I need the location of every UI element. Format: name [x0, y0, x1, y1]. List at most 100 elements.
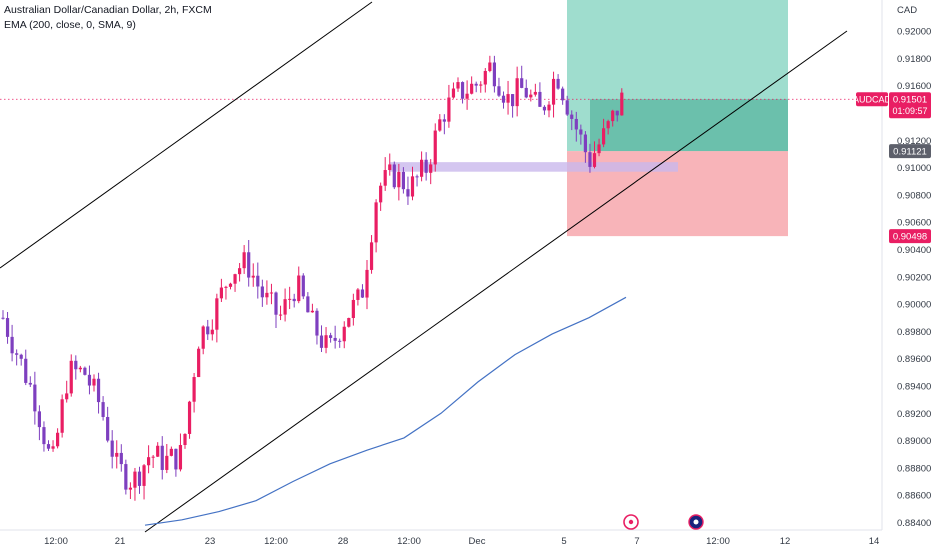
candle	[333, 325, 337, 349]
candle-body	[315, 310, 319, 336]
candle-body	[588, 152, 592, 167]
y-tick-label: 0.91800	[897, 54, 931, 65]
candle	[492, 55, 496, 93]
candle	[360, 284, 365, 298]
y-tick-label: 0.90000	[897, 300, 931, 311]
x-tick-label: Dec	[469, 536, 486, 547]
candle-body	[251, 275, 255, 278]
candle	[301, 273, 305, 300]
candle	[424, 152, 428, 181]
candle	[69, 354, 73, 397]
candle	[479, 81, 483, 93]
candle	[269, 283, 274, 305]
candle-body	[597, 144, 601, 154]
candle-body	[128, 487, 132, 490]
candle-body	[360, 289, 365, 298]
candle	[156, 442, 160, 458]
lower-channel-line	[144, 30, 848, 533]
candle-body	[106, 416, 110, 441]
chart-legend: Australian Dollar/Canadian Dollar, 2h, F…	[4, 3, 212, 33]
candle	[115, 440, 119, 469]
candle-body	[288, 298, 292, 300]
candle	[124, 459, 128, 495]
candle-body	[142, 465, 146, 486]
candle-body	[356, 289, 360, 300]
candle	[297, 266, 301, 304]
x-tick-label: 5	[561, 536, 566, 547]
candle	[460, 81, 465, 104]
candle	[33, 371, 37, 425]
candle	[46, 440, 51, 452]
candle-body	[151, 456, 155, 458]
candle	[56, 428, 60, 449]
candle-body	[306, 296, 310, 313]
candle-body	[147, 457, 151, 466]
candle	[565, 95, 569, 116]
candle	[561, 86, 565, 105]
y-tick-label: 0.89000	[897, 436, 931, 447]
candle-body	[388, 164, 392, 171]
upper-channel-line	[0, 1, 373, 269]
candle	[515, 66, 519, 117]
candle	[342, 321, 346, 349]
candle-body	[420, 159, 424, 177]
candle-body	[160, 445, 164, 470]
candle	[556, 74, 560, 90]
candle	[187, 400, 192, 439]
y-tick-label: 0.88800	[897, 463, 931, 474]
candle-body	[119, 452, 123, 465]
candle	[242, 245, 246, 274]
indicator-label[interactable]: EMA (200, close, 0, SMA, 9)	[4, 19, 136, 31]
candle-body	[5, 318, 10, 337]
candle-body	[556, 78, 560, 89]
candle	[306, 292, 310, 313]
candle-body	[401, 171, 405, 190]
candle-body	[329, 335, 333, 338]
candle	[74, 355, 78, 380]
candle-body	[33, 384, 37, 412]
candle	[78, 365, 82, 373]
candle-body	[228, 283, 233, 287]
candle-body	[547, 104, 551, 111]
candle-body	[570, 114, 574, 119]
candle-body	[256, 275, 260, 287]
y-tick-label: 0.90200	[897, 272, 931, 283]
candle	[106, 406, 110, 443]
candle	[483, 68, 487, 93]
candle-body	[265, 292, 269, 298]
candle	[324, 327, 328, 354]
x-tick-label: 12:00	[706, 536, 730, 547]
stop-price-text: 0.90498	[893, 232, 927, 243]
x-tick-label: 21	[115, 536, 126, 547]
candle-body	[78, 367, 82, 370]
candle	[329, 332, 333, 343]
candle-body	[69, 360, 73, 394]
candle-body	[533, 91, 537, 95]
candle-body	[542, 106, 547, 111]
candle	[10, 324, 14, 362]
candle	[128, 482, 132, 499]
candle	[319, 325, 324, 353]
candle-body	[602, 128, 606, 145]
candle-body	[488, 62, 492, 71]
candle	[96, 372, 101, 414]
candle-body	[233, 274, 237, 284]
candle-body	[347, 318, 351, 327]
candle-body	[406, 189, 410, 197]
candle-body	[474, 83, 478, 86]
candle	[465, 80, 469, 110]
y-tick-label: 0.88600	[897, 491, 931, 502]
candle	[260, 279, 264, 307]
candle	[51, 440, 55, 452]
symbol-title[interactable]: Australian Dollar/Canadian Dollar, 2h, F…	[4, 4, 212, 16]
candle	[524, 79, 528, 99]
current-price-text: 0.91501	[893, 95, 927, 106]
candle	[1, 310, 5, 320]
candle-body	[456, 82, 460, 89]
candle	[28, 376, 32, 387]
candle-body	[497, 86, 501, 96]
candle	[506, 80, 510, 115]
candle	[183, 433, 187, 449]
candle	[511, 94, 515, 118]
